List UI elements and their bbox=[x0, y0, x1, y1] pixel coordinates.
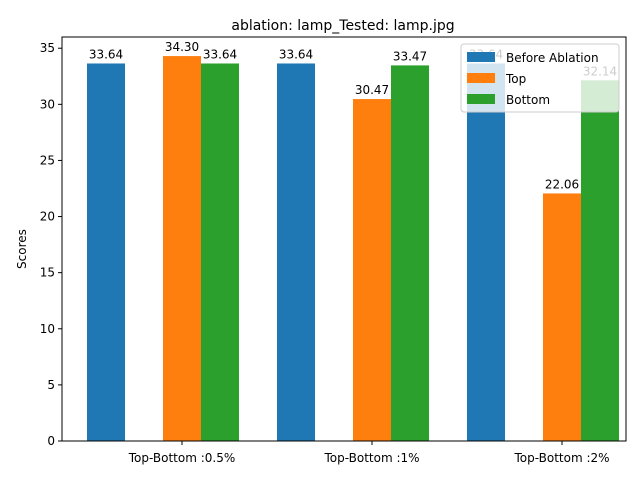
bar-top-3 bbox=[543, 193, 581, 441]
chart-title: ablation: lamp_Tested: lamp.jpg bbox=[231, 18, 454, 34]
bar-before-ablation-3 bbox=[467, 63, 505, 441]
legend-box bbox=[460, 43, 620, 113]
y-tick-label: 25 bbox=[40, 153, 55, 167]
bar-bottom-3 bbox=[581, 80, 619, 441]
y-tick-label: 0 bbox=[47, 434, 55, 448]
bar-top-2 bbox=[353, 99, 391, 441]
legend-swatch-top bbox=[467, 73, 495, 83]
data-label-bottom-1: 33.64 bbox=[203, 47, 237, 61]
data-label-top-2: 30.47 bbox=[355, 83, 389, 97]
axes-frame bbox=[61, 36, 627, 442]
data-label-top-3: 22.06 bbox=[545, 177, 579, 191]
y-tick-label: 15 bbox=[40, 266, 55, 280]
data-label-before-ablation-1: 33.64 bbox=[89, 47, 123, 61]
plot-area: 33.6433.6433.6434.3030.4722.0633.6433.47… bbox=[40, 36, 627, 465]
y-tick-label: 30 bbox=[40, 97, 55, 111]
legend-label-top: Top bbox=[505, 72, 526, 86]
legend-swatch-before-ablation bbox=[467, 52, 495, 62]
y-tick-label: 10 bbox=[40, 322, 55, 336]
bar-top-1 bbox=[163, 56, 201, 441]
legend-label-before-ablation: Before Ablation bbox=[506, 51, 599, 65]
y-tick-label: 35 bbox=[40, 41, 55, 55]
x-tick-label: Top-Bottom :1% bbox=[323, 451, 419, 465]
bar-before-ablation-2 bbox=[277, 63, 315, 441]
data-label-top-1: 34.30 bbox=[165, 40, 199, 54]
bar-before-ablation-1 bbox=[87, 63, 125, 441]
x-tick-label: Top-Bottom :2% bbox=[513, 451, 609, 465]
legend-swatch-bottom bbox=[467, 94, 495, 104]
x-tick-label: Top-Bottom :0.5% bbox=[128, 451, 236, 465]
y-axis-label: Scores bbox=[15, 229, 29, 269]
legend: Before Ablation Top Bottom bbox=[460, 43, 620, 113]
data-label-bottom-2: 33.47 bbox=[393, 49, 427, 63]
bar-bottom-1 bbox=[201, 63, 239, 441]
y-tick-label: 20 bbox=[40, 210, 55, 224]
bar-bottom-2 bbox=[391, 65, 429, 441]
data-label-before-ablation-2: 33.64 bbox=[279, 47, 313, 61]
legend-label-bottom: Bottom bbox=[506, 93, 550, 107]
y-tick-label: 5 bbox=[47, 378, 55, 392]
